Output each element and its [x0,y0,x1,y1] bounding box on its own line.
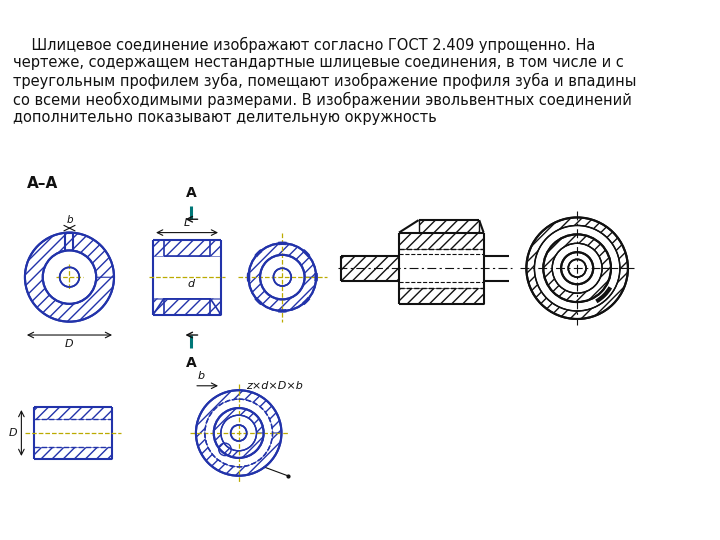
Polygon shape [153,240,221,256]
Polygon shape [526,218,628,319]
Text: A: A [186,186,197,200]
Text: z×d×D×b: z×d×D×b [246,381,302,391]
Polygon shape [34,407,112,419]
Polygon shape [341,256,399,281]
Polygon shape [214,408,264,458]
Polygon shape [153,299,221,314]
Text: L: L [184,218,190,228]
Text: D: D [65,340,73,349]
Polygon shape [399,288,484,304]
Polygon shape [34,447,112,459]
Text: b: b [66,214,73,225]
Polygon shape [153,299,221,314]
Text: d: d [188,279,195,289]
Polygon shape [544,234,611,302]
Polygon shape [196,390,282,476]
Polygon shape [399,233,484,248]
Text: A: A [186,355,197,369]
Polygon shape [248,244,316,311]
Polygon shape [418,220,480,233]
Text: D: D [9,428,18,438]
Text: b: b [198,372,205,381]
Polygon shape [25,233,114,322]
Text: A–A: A–A [27,177,58,192]
Polygon shape [341,256,399,261]
Text: Шлицевое соединение изображают согласно ГОСТ 2.409 упрощенно. На
чертеже, содерж: Шлицевое соединение изображают согласно … [14,37,636,125]
